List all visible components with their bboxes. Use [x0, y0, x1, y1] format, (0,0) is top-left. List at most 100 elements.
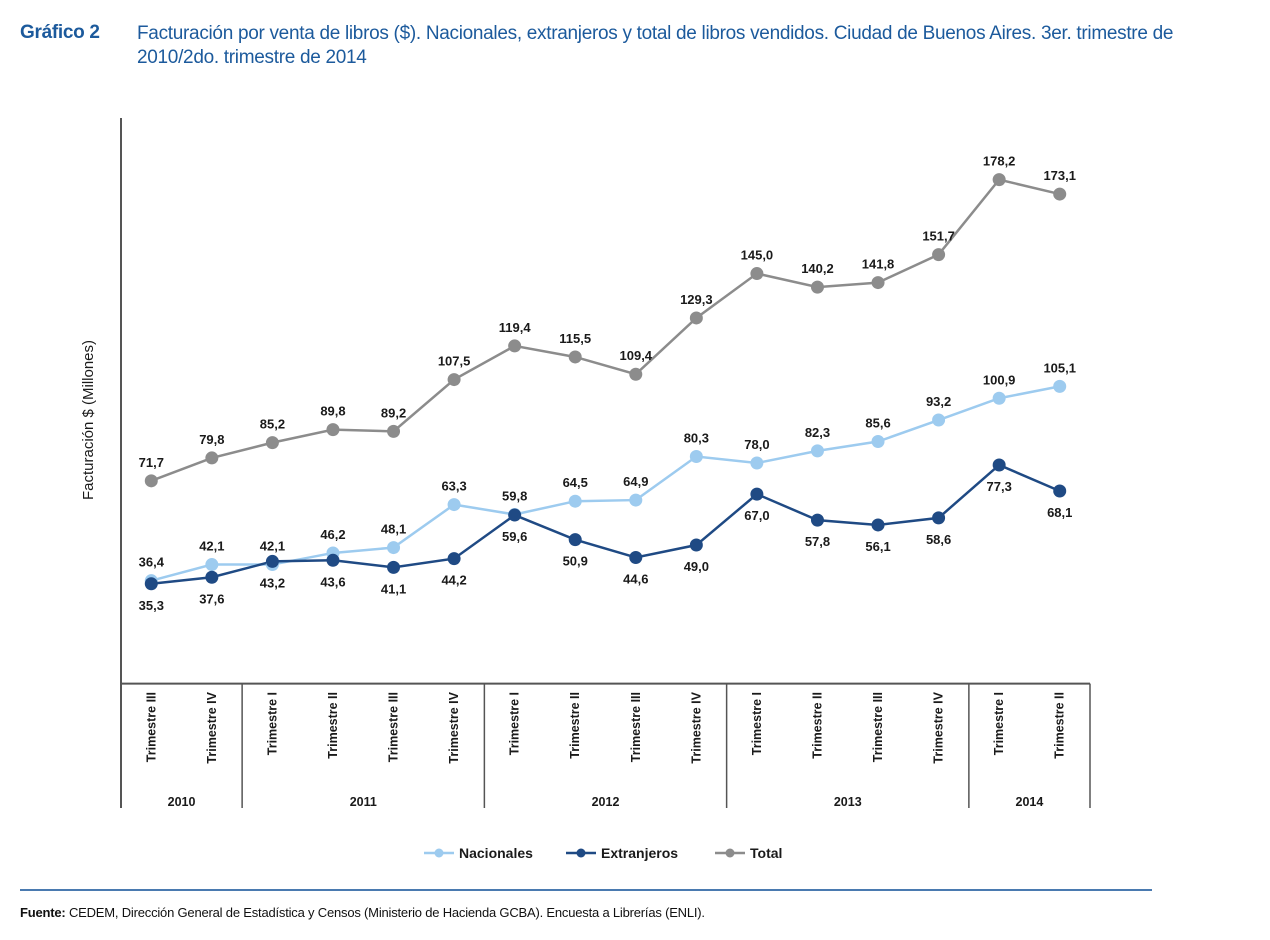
year-label-2014: 2014 — [1016, 795, 1044, 809]
marker-nacionales — [1053, 379, 1067, 393]
marker-extranjeros — [629, 550, 643, 564]
category-tick-label: Trimestre III — [871, 692, 885, 762]
data-label-nacionales: 78,0 — [744, 437, 769, 452]
data-label-extranjeros: 68,1 — [1047, 505, 1072, 520]
data-label-extranjeros: 59,6 — [502, 529, 527, 544]
data-label-nacionales: 42,1 — [199, 539, 224, 554]
series-line-total — [150, 178, 1061, 483]
data-label-extranjeros: 57,8 — [805, 534, 830, 549]
marker-total — [932, 248, 946, 262]
category-tick-label: Trimestre I — [992, 692, 1006, 755]
data-label-nacionales: 82,3 — [805, 425, 830, 440]
legend-marker-total — [725, 848, 735, 858]
marker-total — [689, 311, 703, 325]
category-tick-label: Trimestre II — [810, 692, 824, 759]
marker-extranjeros — [568, 533, 582, 547]
marker-nacionales — [629, 493, 643, 507]
marker-total — [326, 423, 340, 437]
marker-nacionales — [750, 456, 764, 470]
marker-total — [508, 339, 522, 353]
data-labels: 36,4 42,1 42,1 46,2 48,1 63,3 59,8 64,5 64,9 80,3… — [139, 154, 1076, 613]
marker-extranjeros — [387, 560, 401, 574]
marker-total — [387, 424, 401, 438]
data-label-extranjeros: 43,6 — [320, 574, 345, 589]
data-label-total: 109,4 — [620, 348, 653, 363]
series-line-nacionales — [150, 385, 1060, 582]
data-label-total: 115,5 — [559, 331, 591, 346]
footer-divider — [20, 889, 1152, 891]
marker-nacionales — [810, 444, 824, 458]
data-label-total: 140,2 — [801, 261, 834, 276]
legend-label-nacionales: Nacionales — [459, 845, 533, 861]
data-label-total: 89,2 — [381, 405, 406, 420]
series-markers — [144, 173, 1067, 591]
category-tick-label: Trimestre II — [326, 692, 340, 759]
data-label-extranjeros: 35,3 — [139, 598, 164, 613]
data-label-total: 141,8 — [862, 257, 895, 272]
data-label-extranjeros: 44,6 — [623, 571, 648, 586]
data-label-nacionales: 105,1 — [1043, 360, 1076, 375]
marker-nacionales — [568, 494, 582, 508]
category-tick-label: Trimestre II — [1053, 692, 1067, 759]
data-label-nacionales: 63,3 — [441, 479, 466, 494]
marker-nacionales — [205, 558, 219, 572]
category-tick-label: Trimestre I — [750, 692, 764, 755]
category-tick-label: Trimestre III — [144, 692, 158, 762]
category-tick-label: Trimestre II — [568, 692, 582, 759]
data-label-extranjeros: 50,9 — [563, 554, 588, 569]
data-label-extranjeros: 43,2 — [260, 575, 285, 590]
marker-total — [871, 276, 885, 290]
data-label-total: 178,2 — [983, 154, 1016, 169]
data-label-total: 119,4 — [499, 320, 532, 335]
data-label-extranjeros: 49,0 — [684, 559, 709, 574]
marker-extranjeros — [1053, 484, 1067, 498]
marker-extranjeros — [932, 511, 946, 525]
marker-nacionales — [447, 498, 461, 512]
data-label-total: 85,2 — [260, 417, 285, 432]
legend-marker-extranjeros — [576, 848, 586, 858]
data-label-total: 129,3 — [680, 292, 713, 307]
year-label-2011: 2011 — [350, 795, 377, 809]
category-tick-label: Trimestre III — [387, 692, 401, 762]
legend-label-extranjeros: Extranjeros — [601, 845, 678, 861]
category-tick-label: Trimestre IV — [689, 691, 703, 763]
marker-extranjeros — [810, 513, 824, 527]
axes — [120, 118, 1091, 808]
marker-total — [447, 373, 461, 387]
data-label-total: 79,8 — [199, 432, 224, 447]
data-label-extranjeros: 56,1 — [865, 539, 890, 554]
data-label-nacionales: 100,9 — [983, 372, 1016, 387]
data-label-nacionales: 46,2 — [320, 527, 345, 542]
marker-total — [1053, 187, 1067, 201]
marker-extranjeros — [992, 458, 1006, 472]
category-tick-label: Trimestre IV — [932, 691, 946, 763]
marker-nacionales — [387, 541, 401, 555]
year-label-2012: 2012 — [592, 795, 620, 809]
legend-label-total: Total — [750, 845, 782, 861]
data-label-nacionales: 64,5 — [563, 475, 588, 490]
marker-nacionales — [932, 413, 946, 427]
marker-total — [750, 267, 764, 281]
marker-total — [810, 280, 824, 294]
year-label-2010: 2010 — [168, 795, 196, 809]
data-label-extranjeros: 37,6 — [199, 591, 224, 606]
source-text: CEDEM, Dirección General de Estadística … — [65, 905, 705, 920]
source-label: Fuente: — [20, 905, 66, 920]
data-label-nacionales: 59,8 — [502, 488, 527, 503]
category-tick-label: Trimestre I — [508, 692, 522, 755]
marker-extranjeros — [750, 487, 764, 501]
marker-extranjeros — [508, 508, 522, 522]
data-label-total: 145,0 — [741, 248, 774, 263]
data-label-extranjeros: 44,2 — [441, 573, 466, 588]
marker-total — [992, 173, 1006, 187]
data-label-nacionales: 80,3 — [684, 431, 709, 446]
marker-nacionales — [992, 391, 1006, 405]
source-note: Fuente: CEDEM, Dirección General de Esta… — [20, 905, 705, 920]
figure-label: Gráfico 2 — [20, 22, 100, 43]
category-tick-label: Trimestre IV — [205, 691, 219, 763]
legend: Nacionales Extranjeros Total — [424, 845, 782, 861]
marker-nacionales — [689, 450, 703, 464]
category-tick-label: Trimestre III — [629, 692, 643, 762]
data-label-extranjeros: 67,0 — [744, 508, 769, 523]
marker-total — [205, 451, 219, 465]
